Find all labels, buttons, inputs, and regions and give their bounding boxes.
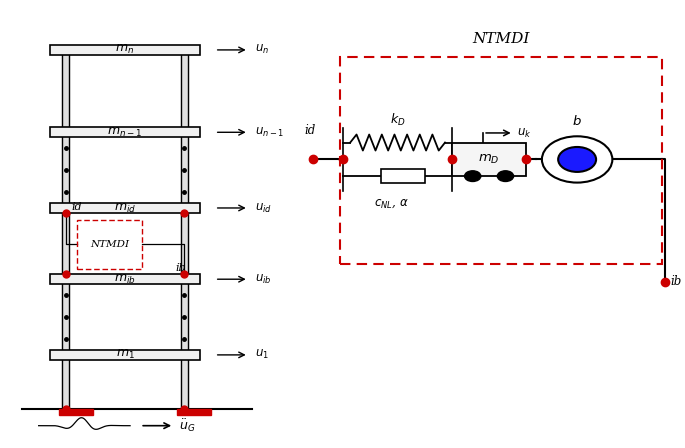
Text: ib: ib <box>671 276 682 289</box>
Text: $m_{ib}$: $m_{ib}$ <box>114 273 136 286</box>
Text: $u_k$: $u_k$ <box>517 126 532 139</box>
Bar <box>50 203 200 213</box>
Bar <box>62 284 69 350</box>
Text: $m_D$: $m_D$ <box>478 153 500 166</box>
Text: NTMDI: NTMDI <box>472 32 530 46</box>
Bar <box>452 143 526 176</box>
Bar <box>62 55 69 127</box>
Text: $m_n$: $m_n$ <box>116 43 134 56</box>
Bar <box>62 213 69 274</box>
Text: ib: ib <box>175 263 186 273</box>
Text: $c_{NL}$, $\alpha$: $c_{NL}$, $\alpha$ <box>373 197 408 210</box>
Text: $u_{n-1}$: $u_{n-1}$ <box>256 126 285 139</box>
Bar <box>181 55 188 127</box>
Text: $u_{ib}$: $u_{ib}$ <box>256 273 272 286</box>
Text: id: id <box>304 124 315 137</box>
Text: $m_1$: $m_1$ <box>116 349 134 362</box>
Text: $b$: $b$ <box>572 114 582 128</box>
Bar <box>177 409 212 415</box>
Bar <box>59 409 93 415</box>
Bar <box>77 220 142 269</box>
Text: $\ddot{u}_G$: $\ddot{u}_G$ <box>179 418 195 434</box>
Bar <box>50 127 200 137</box>
Bar <box>181 284 188 350</box>
Text: $m_{id}$: $m_{id}$ <box>114 202 136 215</box>
Circle shape <box>558 147 596 172</box>
Bar <box>181 360 188 409</box>
Text: $k_D$: $k_D$ <box>390 112 406 128</box>
Bar <box>62 137 69 203</box>
Text: $u_{id}$: $u_{id}$ <box>256 202 273 215</box>
Text: id: id <box>71 202 82 211</box>
Bar <box>340 57 662 264</box>
Text: $m_{n-1}$: $m_{n-1}$ <box>108 126 142 139</box>
Bar <box>50 274 200 284</box>
Bar <box>381 169 425 184</box>
Bar <box>50 45 200 55</box>
Text: $u_1$: $u_1$ <box>256 349 269 362</box>
Text: $u_n$: $u_n$ <box>256 43 269 56</box>
Circle shape <box>542 136 612 183</box>
Bar <box>181 213 188 274</box>
Circle shape <box>497 171 514 181</box>
Circle shape <box>464 171 481 181</box>
Bar <box>181 137 188 203</box>
Bar <box>50 350 200 360</box>
Text: NTMDI: NTMDI <box>90 240 129 249</box>
Bar <box>62 360 69 409</box>
